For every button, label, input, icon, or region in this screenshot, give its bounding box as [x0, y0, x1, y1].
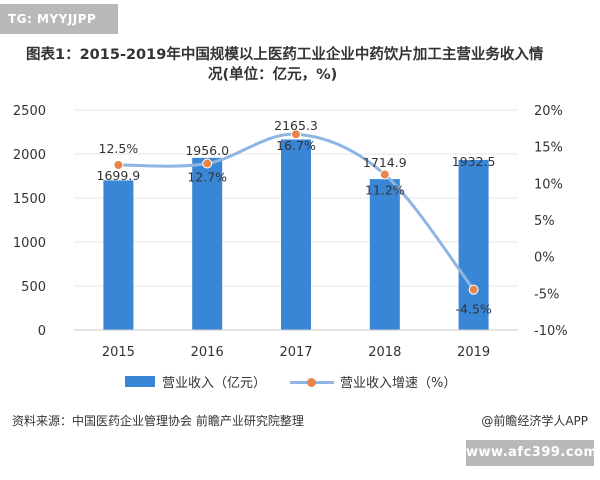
- legend-label-line: 营业收入增速（%）: [340, 376, 457, 391]
- bar: [192, 157, 223, 330]
- bar: [103, 180, 134, 330]
- x-tick-label: 2016: [191, 345, 224, 360]
- bar: [281, 139, 311, 330]
- url-badge: www.afc399.com: [466, 440, 597, 466]
- growth-marker: [468, 284, 479, 295]
- y-left-tick-label: 500: [21, 280, 46, 295]
- growth-marker: [113, 160, 124, 170]
- legend-item-bar: 营业收入（亿元）: [125, 372, 266, 391]
- bar-value-label: 1932.5: [452, 154, 496, 169]
- legend-label-bar: 营业收入（亿元）: [162, 376, 267, 391]
- growth-marker: [202, 158, 213, 169]
- watermark-tag: TG: MYYJJPP: [0, 4, 118, 34]
- y-right-tick-label: 0%: [534, 251, 555, 266]
- bar: [369, 179, 400, 330]
- bar-value-label: 1714.9: [363, 155, 407, 170]
- chart-title-line2: 况(单位：亿元，%): [208, 67, 338, 83]
- bar-value-label: 1956.0: [185, 143, 229, 158]
- x-tick-label: 2019: [457, 345, 490, 360]
- x-tick-label: 2015: [102, 345, 135, 360]
- y-right-tick-label: 10%: [534, 177, 563, 192]
- chart-title-line1: 图表1：2015-2019年中国规模以上医药工业企业中药饮片加工主营业务收入情: [26, 47, 544, 63]
- y-left-tick-label: 1000: [13, 236, 46, 251]
- chart-title: 图表1：2015-2019年中国规模以上医药工业企业中药饮片加工主营业务收入情 …: [26, 45, 581, 85]
- y-left-tick-label: 2000: [13, 148, 46, 163]
- growth-value-label: 11.2%: [365, 183, 405, 198]
- bar-value-label: 2165.3: [274, 118, 318, 133]
- growth-marker: [291, 129, 301, 140]
- y-right-tick-label: 20%: [534, 104, 563, 119]
- bar-value-label: 1699.9: [97, 168, 141, 183]
- growth-value-label: -4.5%: [455, 302, 491, 317]
- legend-bar-swatch: [125, 376, 155, 387]
- growth-value-label: 12.7%: [187, 170, 227, 185]
- growth-marker: [379, 169, 390, 180]
- x-tick-label: 2018: [368, 345, 401, 360]
- legend-item-line: 营业收入增速（%）: [290, 372, 456, 391]
- y-right-tick-label: -5%: [534, 287, 559, 302]
- y-right-tick-label: 15%: [534, 141, 563, 156]
- bar: [458, 159, 489, 330]
- y-left-tick-label: 2500: [13, 104, 46, 119]
- y-left-tick-label: 0: [38, 324, 46, 339]
- x-tick-label: 2017: [279, 345, 312, 360]
- credit-label: @前瞻经济学人APP: [481, 414, 588, 428]
- y-left-tick-label: 1500: [13, 192, 46, 207]
- y-right-tick-label: -10%: [534, 324, 568, 339]
- legend-line-swatch: [290, 376, 334, 387]
- growth-line: [116, 132, 476, 292]
- source-note: 资料来源：中国医药企业管理协会 前瞻产业研究院整理: [12, 414, 304, 428]
- legend: 营业收入（亿元） 营业收入增速（%）: [0, 372, 600, 392]
- growth-value-label: 16.7%: [276, 138, 316, 153]
- growth-value-label: 12.5%: [99, 141, 139, 156]
- y-right-tick-label: 5%: [534, 214, 555, 229]
